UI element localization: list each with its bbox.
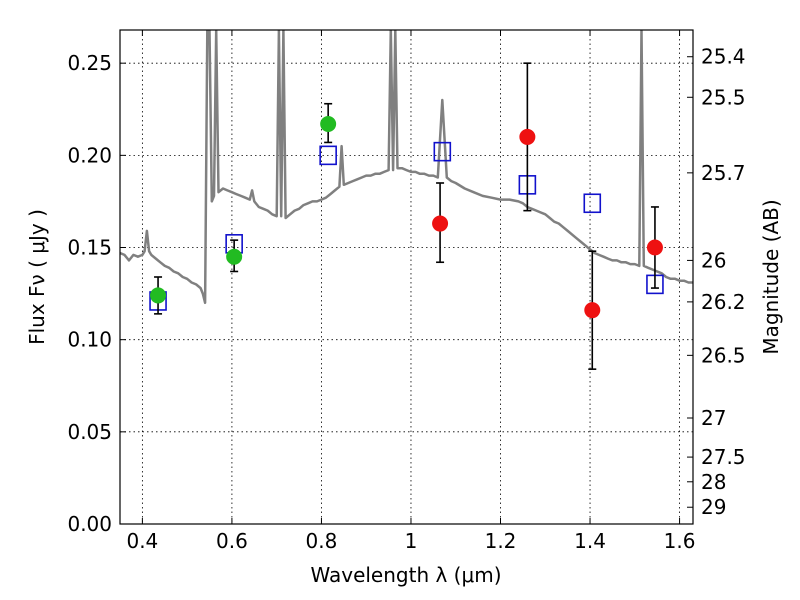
- y-axis-label: Flux Fν ( μJy ): [25, 209, 49, 345]
- y-tick-label: 0.25: [67, 51, 112, 75]
- x-tick-label: 0.8: [306, 529, 338, 553]
- right-tick-label: 25.5: [701, 85, 746, 109]
- y-tick-label: 0.05: [67, 420, 112, 444]
- green-data-point: [226, 248, 243, 265]
- red-data-point: [646, 239, 663, 256]
- red-data-point: [432, 215, 449, 232]
- right-tick-label: 27.5: [701, 445, 746, 469]
- right-tick-label: 25.4: [701, 45, 746, 69]
- spectrum-line: [120, 30, 693, 305]
- y-tick-label: 0.15: [67, 236, 112, 260]
- right-tick-label: 26.5: [701, 343, 746, 367]
- y-tick-label: 0.20: [67, 143, 112, 167]
- photometry-markers: [149, 62, 664, 370]
- right-tick-label: 27: [701, 406, 726, 430]
- right-tick-label: 25.7: [701, 161, 746, 185]
- right-tick-label: 28: [701, 470, 726, 494]
- x-tick-label: 1.2: [485, 529, 517, 553]
- axis-ticks: 0.4 0.6 0.8 1 1.2 1.4 1.6 0.00 0.05 0.10 0.15 0.20 0…: [67, 30, 746, 553]
- plot-frame: [119, 29, 694, 525]
- model-square-marker: [433, 141, 452, 162]
- red-data-point: [519, 128, 536, 145]
- model-square-marker: [583, 193, 602, 214]
- y-tick-label: 0.10: [67, 328, 112, 352]
- green-data-point: [320, 116, 337, 133]
- right-tick-label: 26.2: [701, 290, 746, 314]
- x-tick-label: 1: [405, 529, 418, 553]
- y-tick-label: 0.00: [67, 512, 112, 536]
- x-tick-label: 0.4: [126, 529, 158, 553]
- x-tick-label: 1.4: [574, 529, 606, 553]
- green-data-point: [150, 287, 167, 304]
- right-tick-label: 26: [701, 248, 726, 272]
- red-data-point: [584, 302, 601, 319]
- x-axis-label: Wavelength λ (μm): [310, 563, 501, 587]
- x-tick-label: 1.6: [664, 529, 696, 553]
- y-axis-label-right: Magnitude (AB): [759, 199, 783, 354]
- x-tick-label: 0.6: [216, 529, 248, 553]
- spectrum-series: [120, 30, 693, 305]
- model-square-marker: [319, 145, 337, 166]
- right-tick-label: 29: [701, 495, 726, 519]
